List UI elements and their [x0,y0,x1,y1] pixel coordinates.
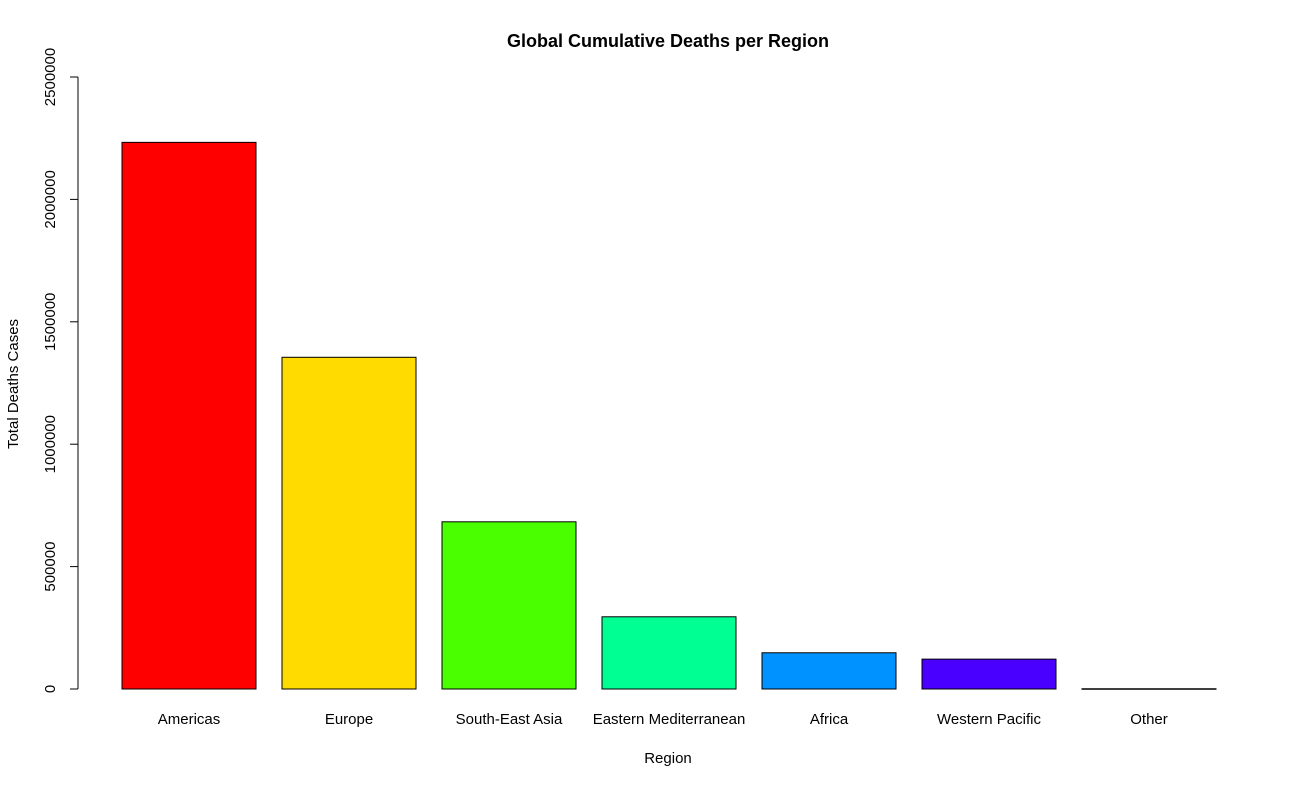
x-category-label: Europe [325,711,373,728]
x-category-label: Americas [158,711,221,728]
x-category-label: Africa [810,711,849,728]
bar-western-pacific [921,658,1057,690]
y-tick-label: 2500000 [42,48,59,106]
category-labels: Americas Europe South-East Asia Eastern Med… [158,711,1168,728]
bar-europe [281,356,417,690]
x-category-label: Other [1130,711,1168,728]
y-tick-label: 2000000 [42,170,59,228]
chart-title: Global Cumulative Deaths per Region [507,31,829,51]
bar-other [1081,688,1217,690]
bar-africa [761,652,897,690]
x-category-label: Western Pacific [937,711,1041,728]
bars-group [121,141,1217,690]
y-tick-label: 1000000 [42,415,59,473]
bar-eastern-mediterranean [601,616,737,690]
x-category-label: Eastern Mediterranean [593,711,746,728]
bar-south-east-asia [441,521,577,690]
y-axis: 0 500000 1000000 1500000 2000000 2500000 [42,48,79,693]
y-tick-label: 1500000 [42,293,59,351]
y-tick-label: 0 [42,685,59,693]
x-axis-label: Region [644,750,692,767]
bar-americas [121,141,257,690]
x-category-label: South-East Asia [456,711,563,728]
y-axis-label: Total Deaths Cases [5,319,22,449]
y-tick-label: 500000 [42,542,59,592]
